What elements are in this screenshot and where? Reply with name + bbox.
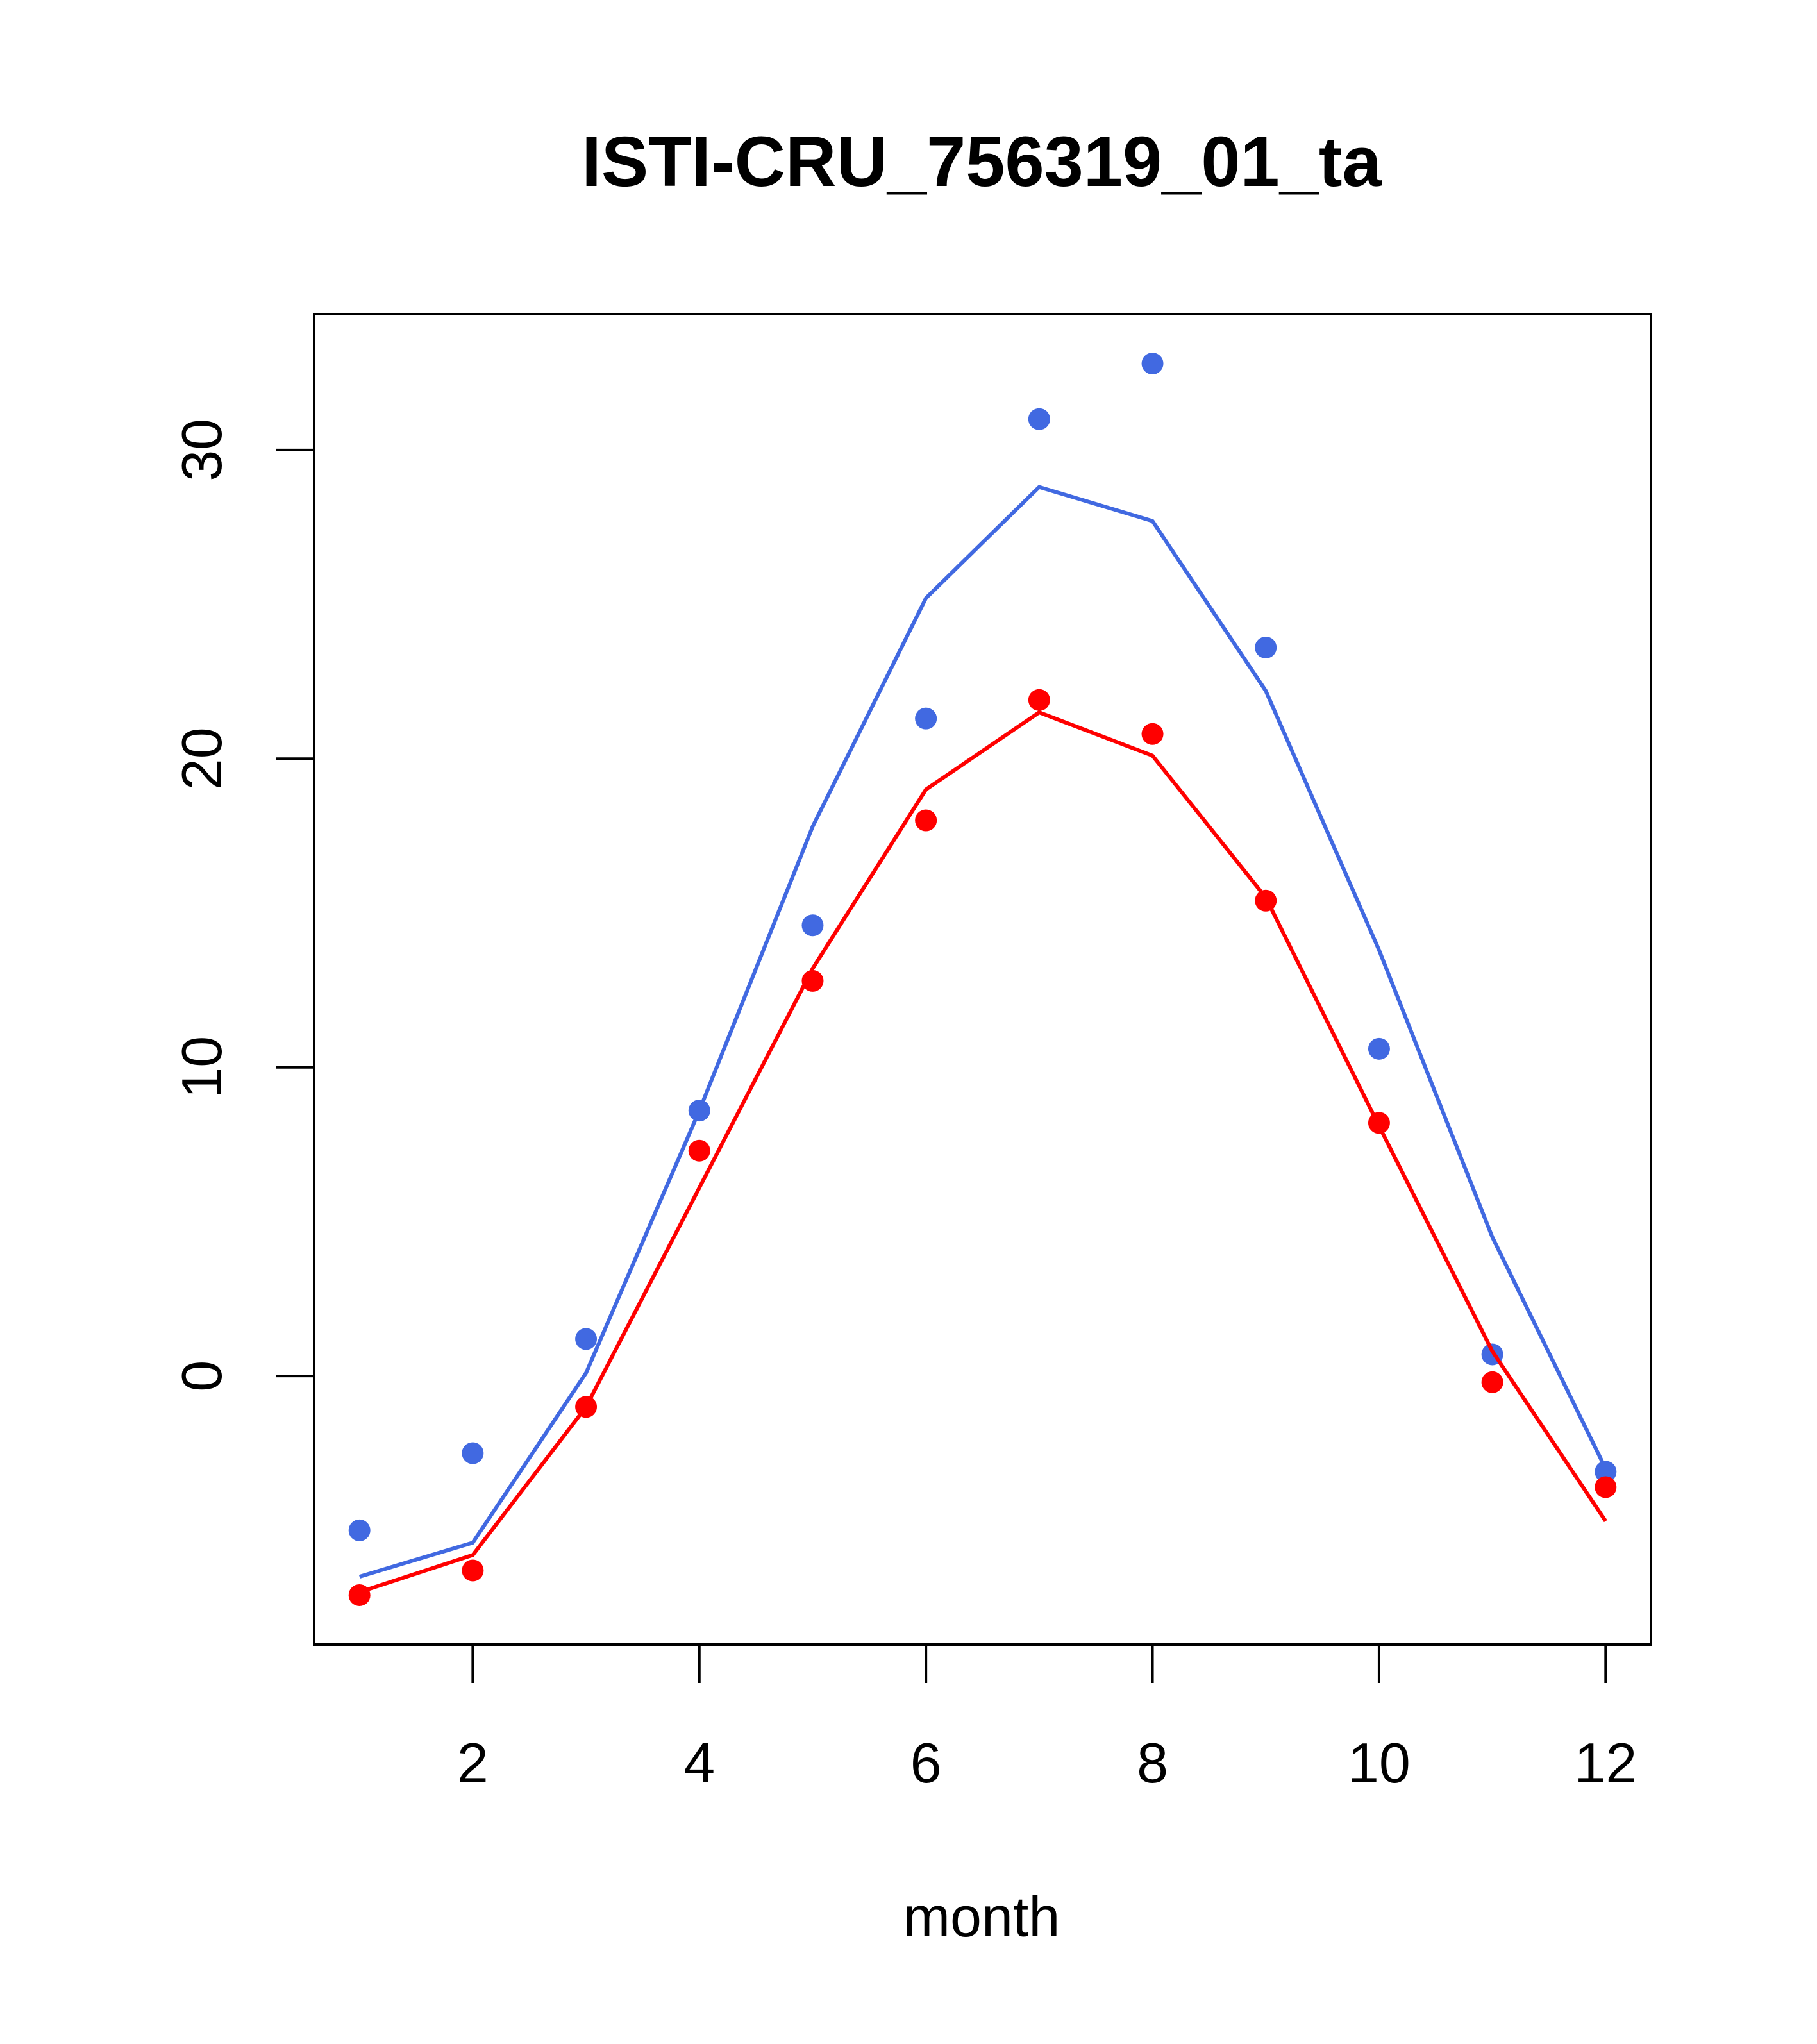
data-point — [1368, 1112, 1390, 1134]
data-point — [1028, 408, 1050, 430]
y-tick-label: 10 — [170, 1036, 233, 1099]
series-1 — [348, 353, 1617, 1579]
chart-title: ISTI-CRU_756319_01_ta — [582, 122, 1382, 201]
data-point — [1481, 1371, 1503, 1393]
data-point — [348, 1584, 371, 1606]
data-point — [348, 1519, 371, 1541]
data-point — [688, 1139, 710, 1162]
x-axis-title: month — [903, 1885, 1060, 1948]
y-tick-label: 20 — [170, 727, 233, 790]
data-point — [1595, 1461, 1617, 1483]
y-tick-label: 30 — [170, 419, 233, 482]
data-point — [801, 914, 824, 937]
data-point — [688, 1100, 710, 1122]
data-point — [915, 809, 937, 832]
data-point — [575, 1328, 598, 1350]
data-point — [462, 1442, 484, 1464]
y-tick-label: 0 — [170, 1361, 233, 1392]
data-point — [801, 969, 824, 992]
data-point — [462, 1559, 484, 1582]
x-tick-label: 12 — [1574, 1731, 1637, 1795]
series-2 — [348, 689, 1617, 1606]
data-point — [1028, 689, 1050, 711]
data-point — [1255, 889, 1277, 912]
data-point — [1141, 353, 1164, 375]
x-tick-label: 10 — [1348, 1731, 1411, 1795]
data-point — [915, 707, 937, 730]
x-tick-label: 4 — [683, 1731, 715, 1795]
data-point — [1368, 1037, 1390, 1060]
x-axis: 2 4 6 8 10 12 — [457, 1643, 1637, 1795]
series-line — [358, 485, 1607, 1579]
series-layer — [348, 353, 1617, 1606]
data-point — [1255, 636, 1277, 658]
x-tick-label: 6 — [910, 1731, 942, 1795]
x-tick-label: 2 — [457, 1731, 489, 1795]
x-tick-label: 8 — [1137, 1731, 1168, 1795]
data-point — [1595, 1476, 1617, 1498]
plot-frame — [313, 313, 1652, 1646]
data-point — [575, 1396, 598, 1418]
data-point — [1141, 723, 1164, 745]
series-line — [358, 710, 1607, 1595]
y-axis: 0 10 20 30 — [170, 419, 315, 1392]
